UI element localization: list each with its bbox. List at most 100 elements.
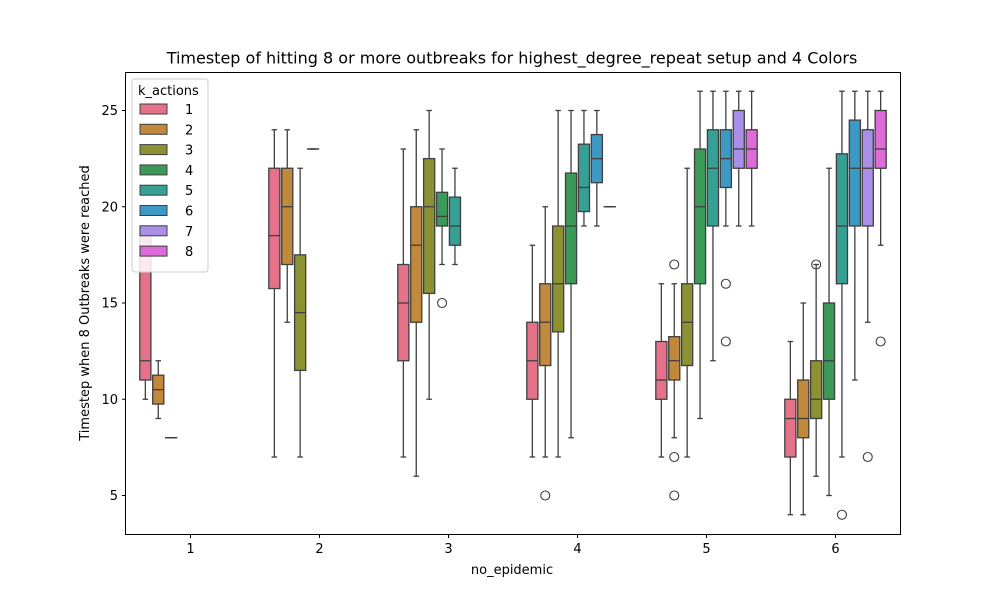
iqr-box bbox=[422, 157, 436, 295]
legend-swatch bbox=[139, 245, 168, 257]
legend-swatch bbox=[139, 184, 168, 196]
box-k6-epi4 bbox=[590, 109, 604, 227]
iqr-box bbox=[680, 283, 694, 367]
iqr-box bbox=[268, 167, 281, 290]
outlier-point bbox=[669, 451, 680, 463]
y-tick-label: 25 bbox=[101, 104, 118, 119]
box-k1-epi5 bbox=[655, 283, 668, 458]
legend-swatch bbox=[139, 103, 168, 115]
chart-title: Timestep of hitting 8 or more outbreaks … bbox=[166, 49, 858, 69]
box-k2-epi2 bbox=[281, 129, 294, 323]
legend-label: 8 bbox=[185, 245, 193, 260]
y-tick-label: 20 bbox=[101, 200, 118, 215]
legend-label: 5 bbox=[185, 184, 193, 199]
iqr-box bbox=[835, 153, 849, 285]
iqr-box bbox=[655, 340, 668, 400]
box-k7-epi6 bbox=[861, 90, 874, 463]
iqr-box bbox=[822, 302, 836, 400]
legend-item-7: 7 bbox=[139, 225, 193, 240]
box-k1-epi4 bbox=[526, 244, 539, 458]
x-tick-label: 5 bbox=[702, 542, 710, 557]
outlier-point bbox=[720, 278, 731, 289]
iqr-box bbox=[397, 263, 410, 362]
iqr-box bbox=[564, 172, 578, 285]
legend-label: 3 bbox=[185, 144, 193, 159]
legend-label: 6 bbox=[185, 205, 193, 220]
box-k2-epi6 bbox=[797, 302, 810, 516]
box-k5-epi5 bbox=[706, 90, 720, 362]
legend-label: 1 bbox=[185, 103, 193, 118]
iqr-box bbox=[784, 398, 797, 458]
box-k5-epi6 bbox=[835, 90, 849, 520]
outlier-point bbox=[811, 259, 822, 270]
iqr-box bbox=[410, 206, 423, 323]
x-tick-label: 1 bbox=[186, 542, 194, 557]
x-tick-label: 6 bbox=[831, 542, 839, 557]
iqr-box bbox=[693, 148, 707, 285]
legend-swatch bbox=[139, 164, 168, 176]
box-k4-epi4 bbox=[564, 109, 578, 439]
iqr-box bbox=[732, 109, 745, 169]
box-k6-epi5 bbox=[719, 90, 733, 347]
box-k2-epi1 bbox=[152, 360, 165, 420]
legend-item-6: 6 bbox=[139, 205, 193, 220]
box-k3-epi4 bbox=[551, 109, 565, 458]
box-k7-epi5 bbox=[732, 90, 745, 227]
iqr-box bbox=[706, 129, 720, 227]
box-k3-epi5 bbox=[680, 167, 694, 458]
box-k2-epi4 bbox=[539, 206, 552, 501]
y-tick-label: 10 bbox=[101, 393, 118, 408]
outlier-point bbox=[875, 336, 886, 347]
box-k8-epi6 bbox=[874, 90, 887, 347]
iqr-box bbox=[848, 119, 862, 227]
outlier-point bbox=[436, 297, 448, 309]
iqr-box bbox=[539, 283, 552, 367]
legend-label: 4 bbox=[185, 164, 193, 179]
legend-swatch bbox=[139, 225, 168, 237]
box-k4-epi6 bbox=[822, 167, 836, 497]
legend-label: 7 bbox=[185, 225, 193, 240]
y-tick-label: 15 bbox=[101, 297, 118, 312]
box-k1-epi2 bbox=[268, 129, 281, 458]
box-k1-epi6 bbox=[784, 340, 797, 516]
box-k2-epi3 bbox=[410, 129, 423, 477]
box-k3-epi2 bbox=[293, 167, 307, 458]
legend-item-5: 5 bbox=[139, 184, 193, 199]
box-k6-epi6 bbox=[848, 90, 862, 381]
iqr-box bbox=[551, 225, 565, 333]
box-k8-epi5 bbox=[745, 90, 758, 227]
outlier-point bbox=[669, 259, 680, 270]
outlier-point bbox=[720, 336, 731, 347]
legend-swatch bbox=[139, 123, 168, 135]
box-k4-epi3 bbox=[435, 148, 449, 309]
iqr-box bbox=[448, 196, 462, 246]
box-k4-epi5 bbox=[693, 90, 707, 420]
x-tick-label: 2 bbox=[315, 542, 323, 557]
y-tick-label: 5 bbox=[110, 489, 118, 504]
box-k1-epi3 bbox=[397, 148, 410, 458]
plot-area bbox=[139, 90, 887, 520]
outlier-point bbox=[862, 451, 873, 463]
legend: k_actions 1 2 3 4 5 6 7 8 bbox=[131, 78, 209, 273]
iqr-box bbox=[577, 143, 591, 213]
legend-item-3: 3 bbox=[139, 144, 193, 159]
legend-swatch bbox=[139, 144, 168, 156]
legend-item-4: 4 bbox=[139, 164, 193, 179]
x-tick-label: 4 bbox=[573, 542, 581, 557]
x-axis-label: no_epidemic bbox=[471, 563, 553, 578]
y-axis-label: Timestep when 8 Outbreaks were reached bbox=[78, 165, 93, 441]
box-k3-epi6 bbox=[809, 259, 823, 477]
box-k5-epi4 bbox=[577, 109, 591, 227]
iqr-box bbox=[797, 379, 810, 439]
axes-frame bbox=[125, 72, 901, 535]
x-axis: 1 2 3 4 5 6 bbox=[186, 534, 840, 557]
legend-label: 2 bbox=[185, 123, 193, 138]
y-axis: 5 10 15 20 25 bbox=[101, 104, 126, 504]
iqr-box bbox=[435, 191, 449, 227]
legend-item-1: 1 bbox=[139, 103, 193, 118]
iqr-box bbox=[809, 360, 823, 420]
box-k5-epi3 bbox=[448, 167, 462, 266]
outlier-point bbox=[836, 509, 848, 520]
iqr-box bbox=[668, 336, 681, 381]
